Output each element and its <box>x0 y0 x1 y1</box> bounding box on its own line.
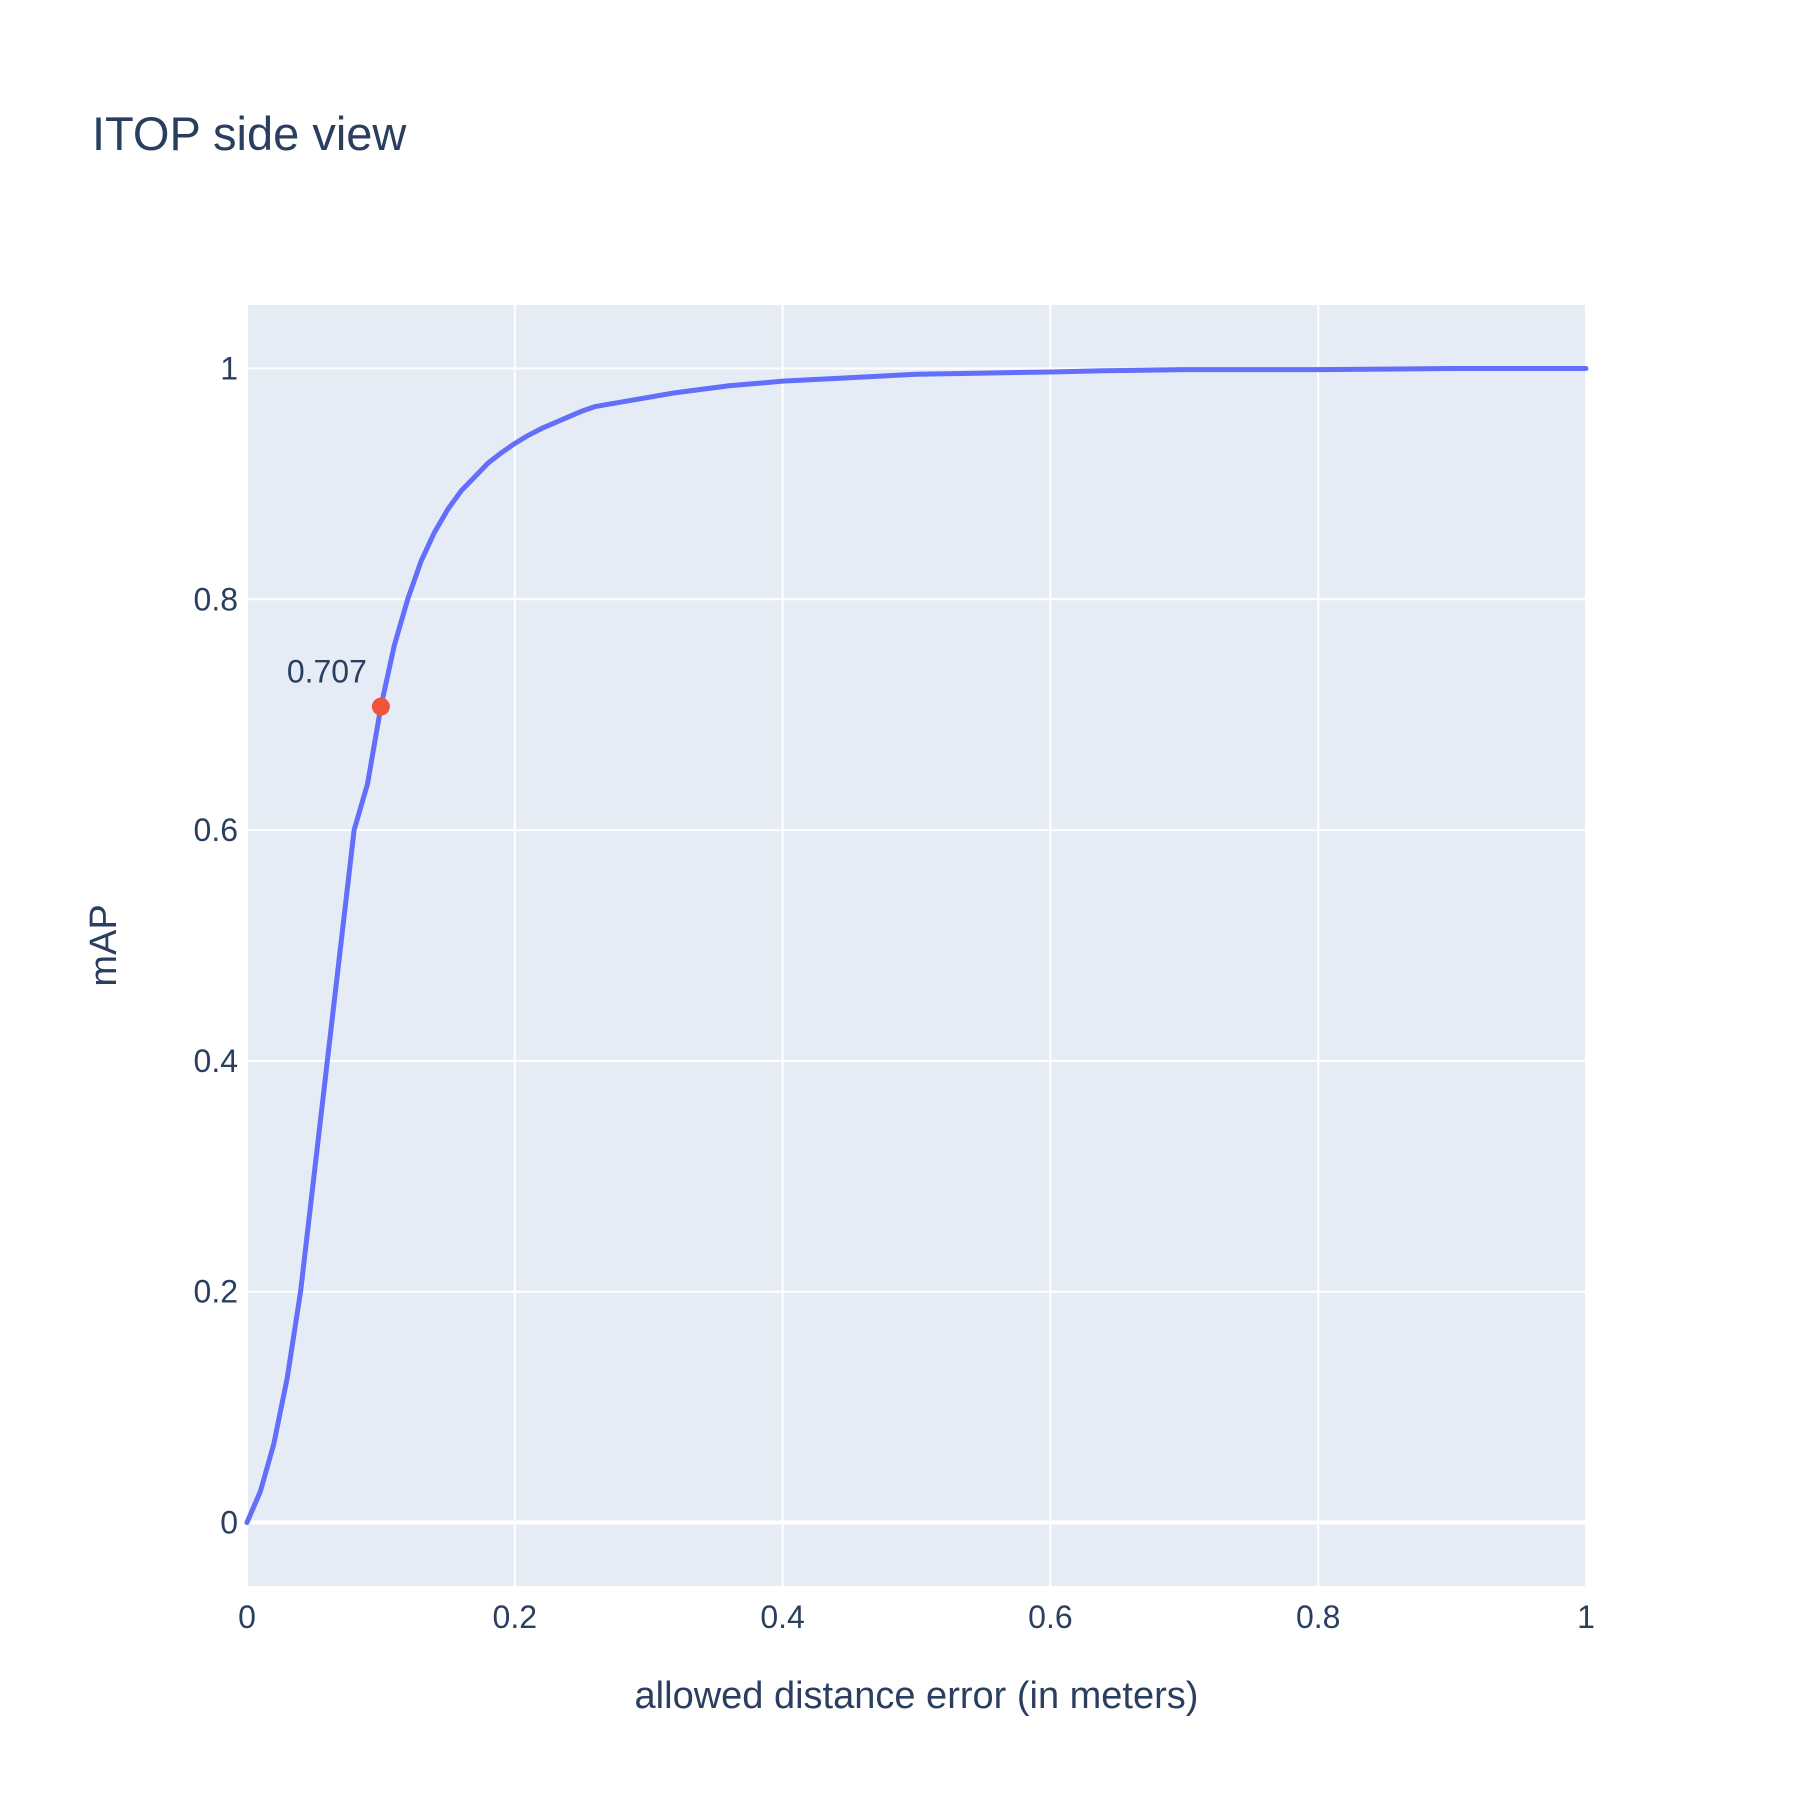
highlight-layer: 0.707 <box>287 654 390 716</box>
y-tick-label: 0.2 <box>194 1274 238 1310</box>
x-tick-label: 0.6 <box>1028 1599 1072 1635</box>
x-axis-ticks: 0 0.2 0.4 0.6 0.8 1 <box>238 1599 1595 1635</box>
plot-background <box>247 305 1586 1586</box>
y-tick-label: 1 <box>220 350 238 386</box>
y-axis-title: mAP <box>83 904 125 986</box>
highlight-point <box>371 697 390 716</box>
x-axis-title: allowed distance error (in meters) <box>635 1675 1199 1717</box>
series-line <box>244 365 1589 1526</box>
x-tick-label: 0.4 <box>760 1599 804 1635</box>
grid-lines <box>246 305 1587 1586</box>
x-tick-label: 1 <box>1577 1599 1595 1635</box>
y-tick-label: 0.4 <box>194 1043 238 1079</box>
x-tick-label: 0 <box>238 1599 256 1635</box>
x-tick-label: 0.8 <box>1296 1599 1340 1635</box>
y-tick-label: 0.6 <box>194 812 238 848</box>
chart-title: ITOP side view <box>92 107 407 160</box>
x-tick-label: 0.2 <box>493 1599 537 1635</box>
y-tick-label: 0.8 <box>194 581 238 617</box>
y-tick-label: 0 <box>220 1505 238 1541</box>
y-axis-ticks: 0 0.2 0.4 0.6 0.8 1 <box>194 350 238 1540</box>
highlight-label: 0.707 <box>287 654 367 690</box>
series-layer <box>244 365 1589 1526</box>
